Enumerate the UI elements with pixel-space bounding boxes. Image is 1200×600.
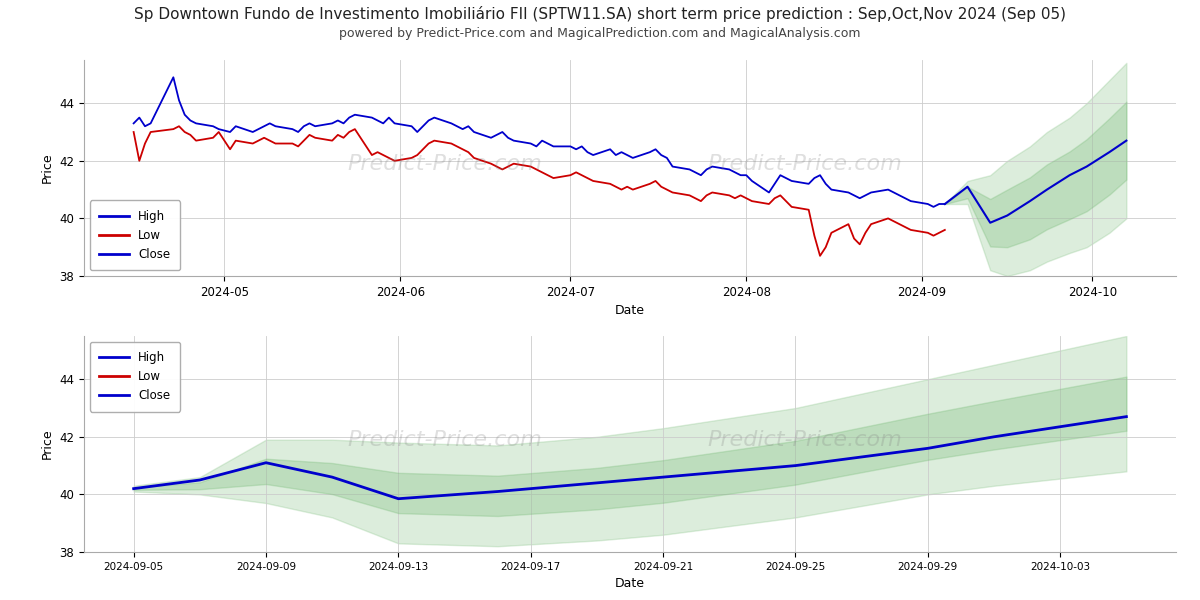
Text: Predict-Price.com: Predict-Price.com (347, 154, 541, 173)
Text: Predict-Price.com: Predict-Price.com (347, 430, 541, 449)
Text: powered by Predict-Price.com and MagicalPrediction.com and MagicalAnalysis.com: powered by Predict-Price.com and Magical… (340, 27, 860, 40)
X-axis label: Date: Date (616, 304, 646, 317)
Text: Predict-Price.com: Predict-Price.com (707, 154, 902, 173)
Y-axis label: Price: Price (41, 428, 54, 460)
Legend: High, Low, Close: High, Low, Close (90, 200, 180, 270)
Text: Sp Downtown Fundo de Investimento Imobiliário FII (SPTW11.SA) short term price p: Sp Downtown Fundo de Investimento Imobil… (134, 6, 1066, 22)
Text: Predict-Price.com: Predict-Price.com (707, 430, 902, 449)
Y-axis label: Price: Price (41, 152, 54, 184)
X-axis label: Date: Date (616, 577, 646, 590)
Legend: High, Low, Close: High, Low, Close (90, 342, 180, 412)
